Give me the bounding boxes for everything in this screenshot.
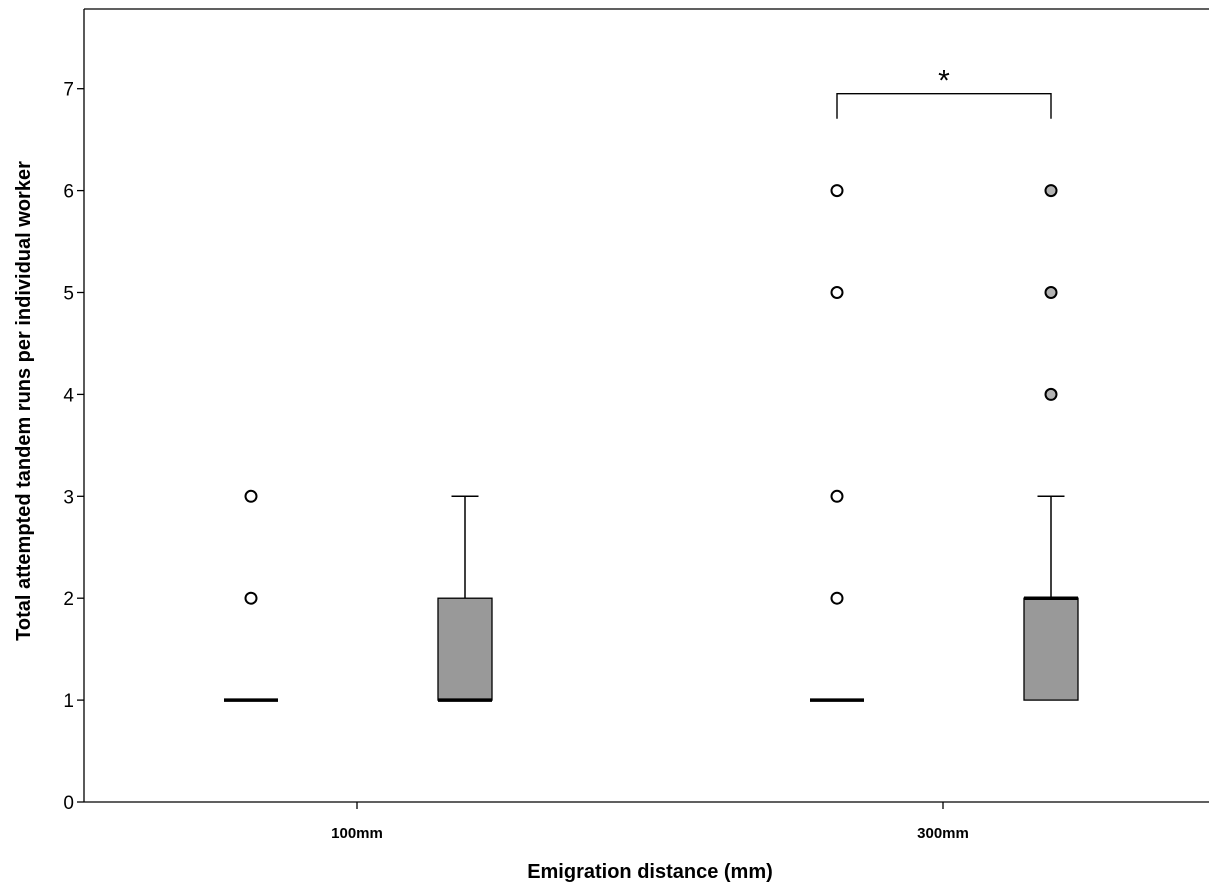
outlier-point xyxy=(244,489,258,503)
outlier-point xyxy=(830,489,844,503)
box-100mm-1 xyxy=(224,489,278,702)
box-300mm-2 xyxy=(1023,184,1079,701)
significance-label: * xyxy=(938,65,950,98)
box-body xyxy=(437,597,493,701)
significance-bracket: * xyxy=(836,65,1052,119)
outlier-point xyxy=(244,591,258,605)
boxes-layer xyxy=(224,184,1079,702)
y-tick-label: 6 xyxy=(63,182,74,203)
outlier-point xyxy=(830,184,844,198)
outlier-point xyxy=(1044,184,1058,198)
outlier-point xyxy=(1044,387,1058,401)
y-axis: 0 1 2 3 4 5 6 7 xyxy=(63,80,84,814)
y-tick-label: 1 xyxy=(63,691,74,712)
y-axis-label: Total attempted tandem runs per individu… xyxy=(13,161,35,641)
box-100mm-2 xyxy=(437,495,493,702)
y-tick-label: 7 xyxy=(63,80,74,101)
y-tick-label: 2 xyxy=(63,589,74,610)
y-tick-label: 0 xyxy=(63,793,74,814)
x-axis-label: Emigration distance (mm) xyxy=(527,861,773,883)
annotations-layer: * xyxy=(836,65,1052,119)
y-tick-label: 5 xyxy=(63,284,74,305)
bracket-line xyxy=(836,92,1052,119)
x-tick-label: 300mm xyxy=(917,825,969,842)
box-300mm-1 xyxy=(810,184,864,702)
plot-frame xyxy=(83,8,1209,802)
outlier-point xyxy=(830,286,844,299)
box-body xyxy=(1023,597,1079,701)
y-tick-label: 3 xyxy=(63,487,74,508)
x-axis: 100mm 300mm xyxy=(84,801,1209,842)
x-tick-label: 100mm xyxy=(331,825,383,842)
outlier-point xyxy=(830,591,844,605)
outlier-point xyxy=(1044,286,1058,299)
y-tick-label: 4 xyxy=(63,385,74,406)
